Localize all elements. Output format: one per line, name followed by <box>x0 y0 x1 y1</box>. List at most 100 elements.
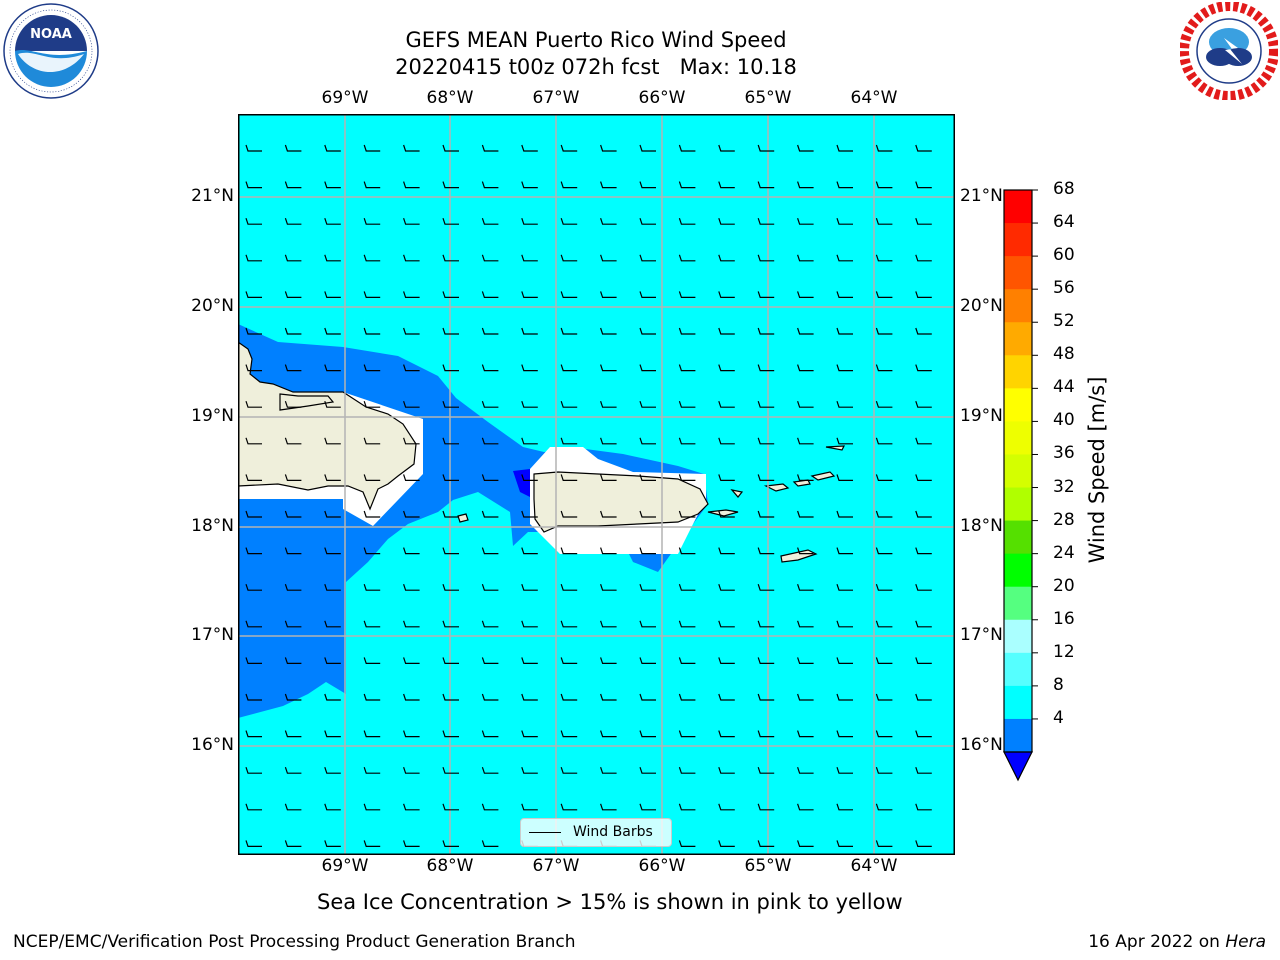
wind-barb <box>442 767 459 774</box>
wind-barb <box>363 291 381 298</box>
wind-barb <box>560 437 578 445</box>
wind-barb <box>639 693 656 701</box>
wind-barb <box>678 657 696 664</box>
wind-barb <box>915 584 932 591</box>
wind-barb <box>560 144 578 152</box>
wind-barb <box>245 657 262 664</box>
wind-barb <box>875 474 893 481</box>
lat-tick-label-right: 17°N <box>960 625 1003 645</box>
wind-barb <box>797 547 814 555</box>
wind-barb <box>836 254 853 262</box>
wind-barb <box>639 657 656 664</box>
wind-barb <box>718 254 735 262</box>
wind-barb <box>521 181 538 189</box>
wind-barb <box>757 620 775 628</box>
wind-barb <box>797 510 814 518</box>
footer-credit: NCEP/EMC/Verification Post Processing Pr… <box>13 932 576 952</box>
wind-barb <box>797 803 814 811</box>
wind-barb <box>836 510 853 518</box>
wind-barb <box>481 510 499 518</box>
wind-barb <box>245 584 262 591</box>
wind-barb <box>481 547 499 555</box>
wind-barb <box>284 218 302 225</box>
wind-barb <box>639 510 656 518</box>
wind-barb <box>875 437 893 445</box>
gridlines <box>238 114 955 855</box>
wind-barb <box>363 474 381 481</box>
wind-barb <box>639 181 656 189</box>
wind-barb <box>875 584 893 591</box>
wind-barb <box>403 584 420 591</box>
wind-barb <box>875 730 893 738</box>
hispaniola-peninsula <box>279 393 335 411</box>
wind-barb <box>757 547 775 555</box>
lat-tick-label-right: 18°N <box>960 516 1003 536</box>
wind-barb <box>560 181 578 189</box>
wind-barb <box>442 693 459 701</box>
wind-barb <box>639 327 656 335</box>
wind-barb <box>284 291 302 298</box>
wind-barb <box>245 767 262 774</box>
wind-barb <box>560 620 578 628</box>
wind-barb <box>600 584 617 591</box>
wind-barb <box>403 510 420 518</box>
wind-barb <box>284 144 302 152</box>
wind-barb <box>363 327 381 335</box>
colorbar-tick-label: 16 <box>1053 608 1075 629</box>
wind-barb <box>363 693 381 701</box>
colorbar-tick-label: 44 <box>1053 377 1075 398</box>
wind-barb <box>521 144 538 152</box>
wind-barb <box>521 327 538 335</box>
wind-barb <box>875 693 893 701</box>
wind-barb <box>442 181 459 189</box>
colorbar-segment <box>1004 289 1032 323</box>
wind-barb <box>875 547 893 555</box>
colorbar-tick-label: 68 <box>1053 179 1075 199</box>
wind-barb <box>403 803 420 811</box>
wind-barb <box>403 474 420 481</box>
wind-barb <box>678 144 696 152</box>
wind-barb <box>481 364 499 372</box>
wind-barb <box>324 437 341 445</box>
wind-barb <box>363 181 381 189</box>
colorbar-segment <box>1004 190 1032 224</box>
colorbar-segment <box>1004 322 1032 356</box>
wind-barb <box>757 584 775 591</box>
wind-barb <box>718 803 735 811</box>
colorbar <box>1003 189 1038 782</box>
footer-host: Hera <box>1225 932 1266 952</box>
wind-barb <box>600 474 617 481</box>
lon-tick-label-bottom: 68°W <box>426 856 474 876</box>
wind-barb <box>403 291 420 298</box>
footer-date-text: 16 Apr 2022 on <box>1088 932 1226 952</box>
wind-barb <box>363 144 381 152</box>
wind-barb <box>403 218 420 225</box>
wind-barb <box>324 291 341 298</box>
wind-barb <box>718 401 735 408</box>
mona-island <box>457 513 469 523</box>
wind-barb <box>639 364 656 372</box>
wind-barb <box>403 657 420 664</box>
wind-barb <box>245 474 262 481</box>
wind-barb <box>718 327 735 335</box>
wind-barb <box>915 803 932 811</box>
wind-barb <box>403 767 420 774</box>
wind-barb <box>481 620 499 628</box>
wind-barb <box>915 510 932 518</box>
wind-barb <box>363 401 381 408</box>
wind-barb <box>403 730 420 738</box>
wind-barb <box>481 218 499 225</box>
wind-barb <box>284 657 302 664</box>
lat-tick-label-right: 19°N <box>960 406 1003 426</box>
wind-barb <box>481 803 499 811</box>
wind-barb <box>678 327 696 335</box>
wind-barb <box>915 657 932 664</box>
tortola-island <box>810 471 836 481</box>
wind-barb <box>836 767 853 774</box>
wind-barb <box>915 327 932 335</box>
wind-barb <box>797 181 814 189</box>
wind-barb <box>797 218 814 225</box>
wind-barb <box>915 840 932 847</box>
wind-barb <box>875 767 893 774</box>
wind-barb <box>678 547 696 555</box>
